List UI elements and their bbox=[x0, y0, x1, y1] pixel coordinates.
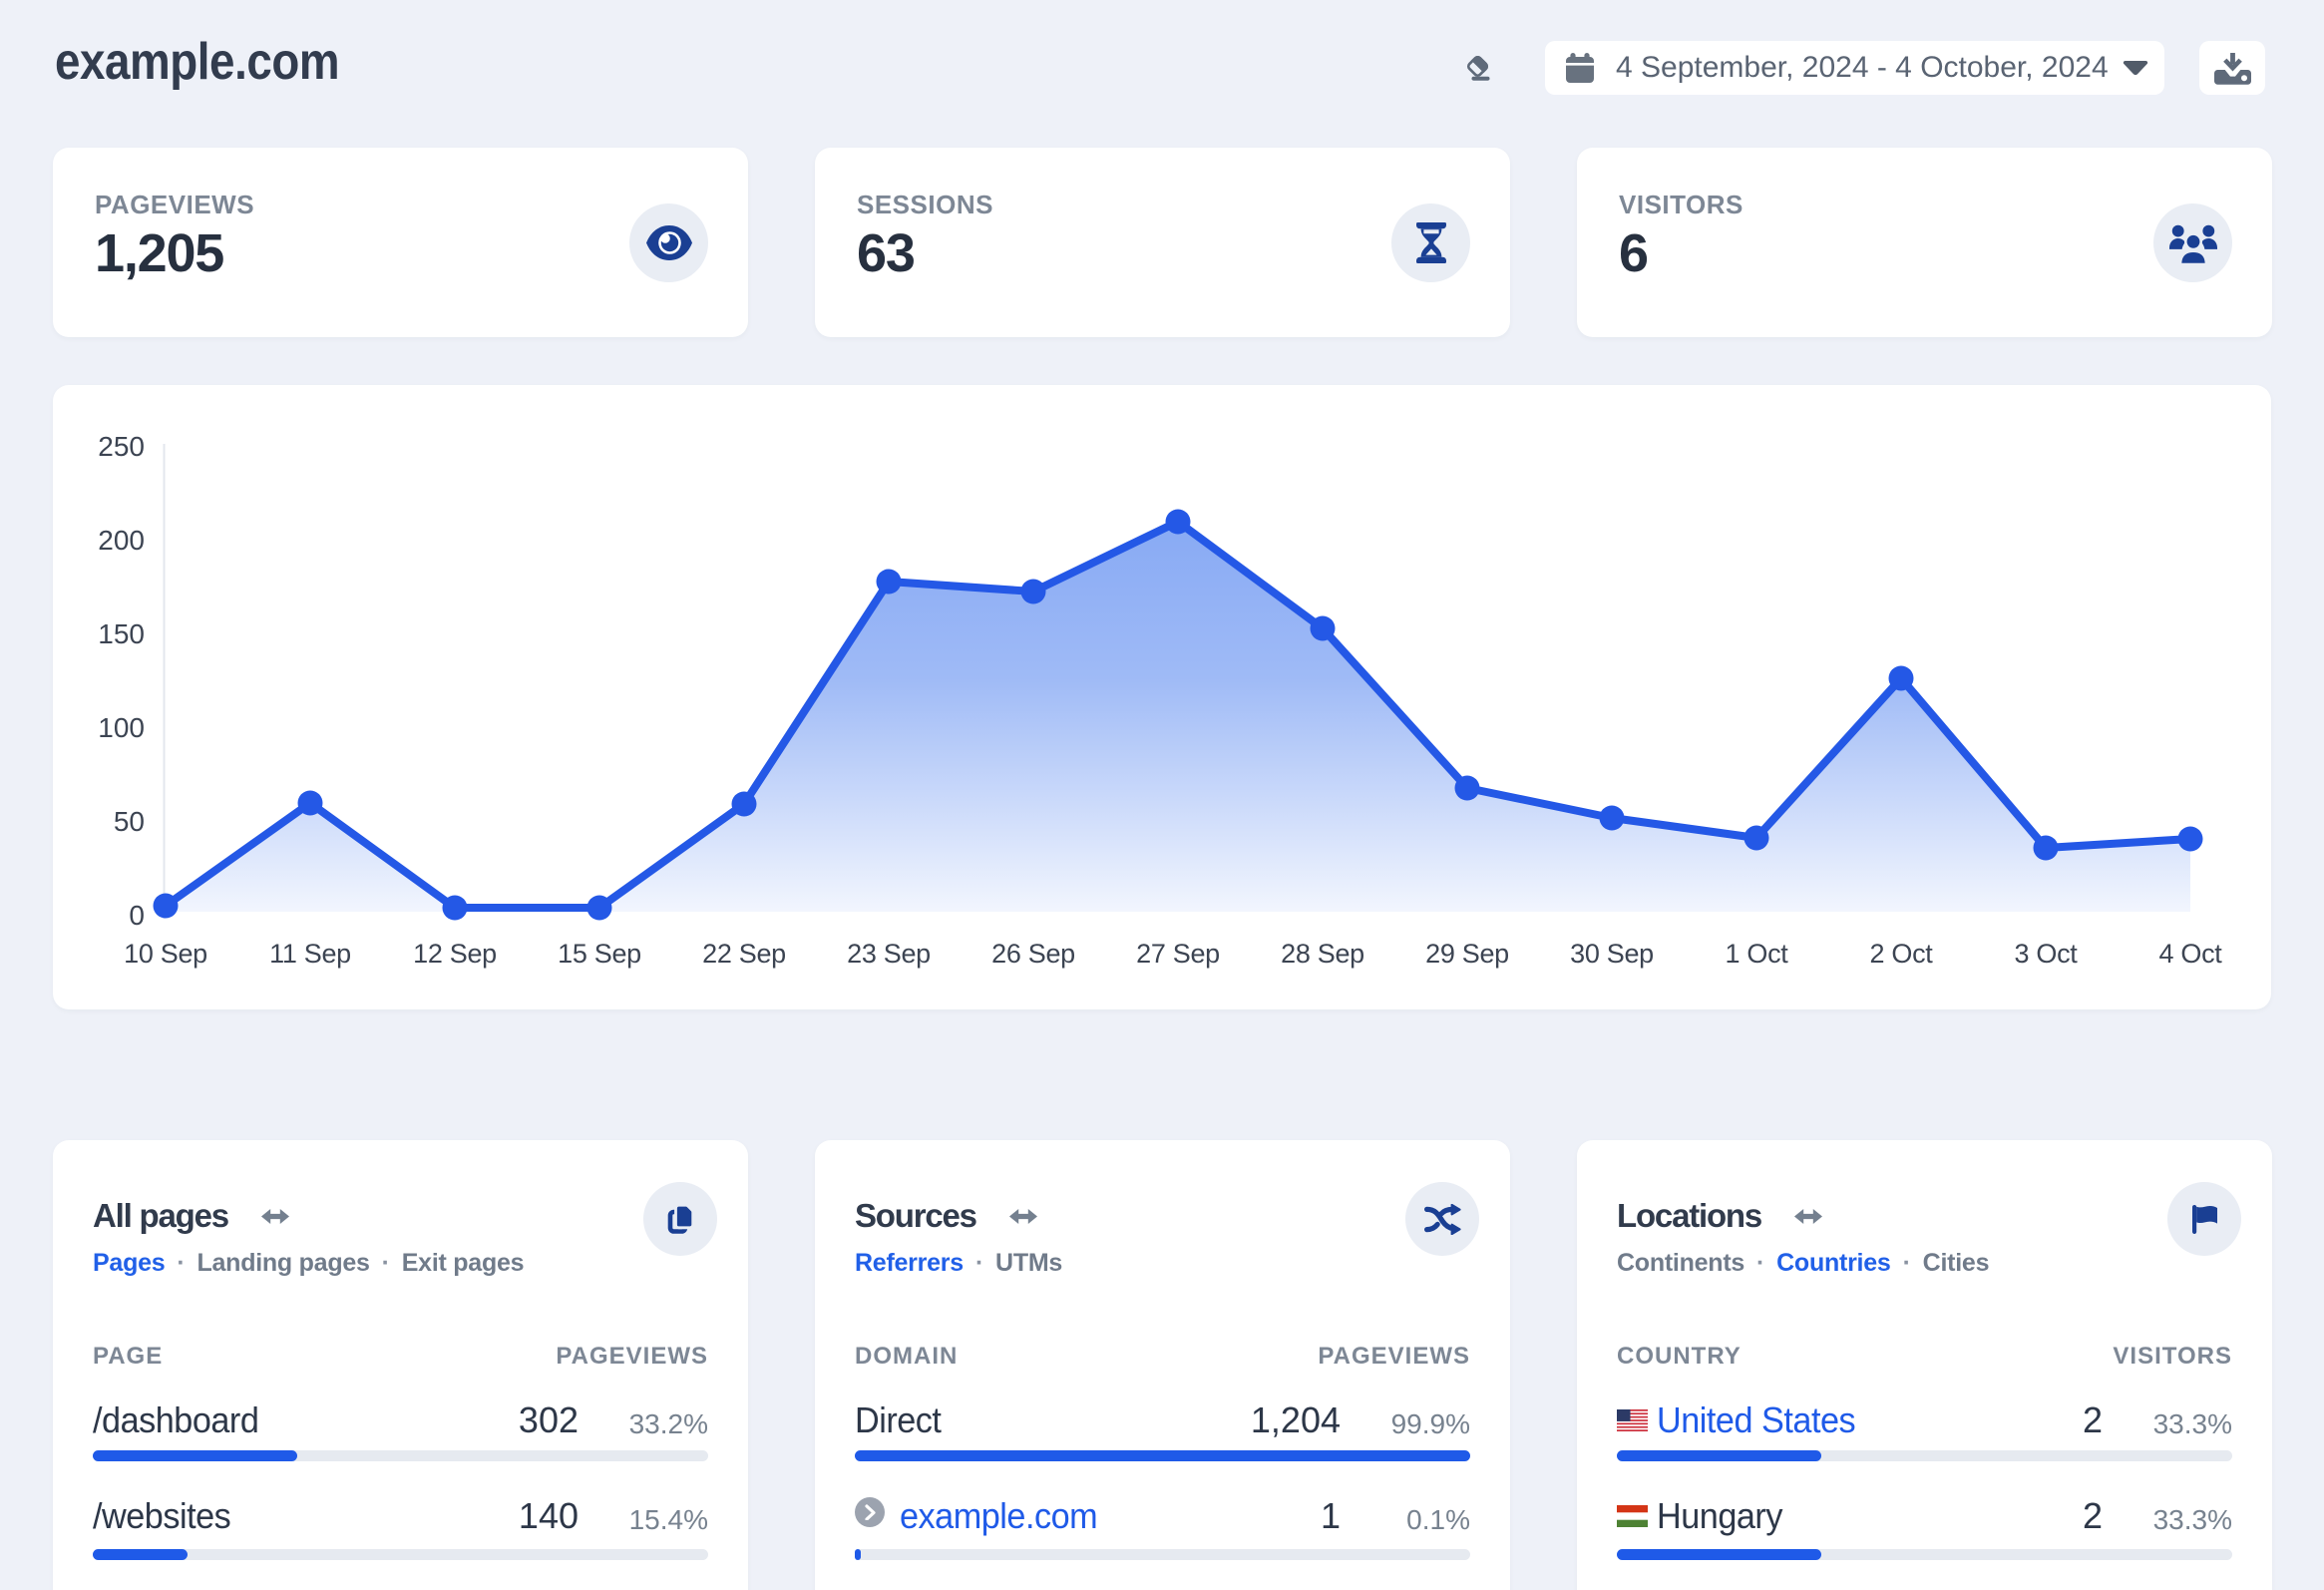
svg-text:23 Sep: 23 Sep bbox=[847, 939, 931, 969]
svg-text:29 Sep: 29 Sep bbox=[1425, 939, 1509, 969]
svg-text:12 Sep: 12 Sep bbox=[413, 939, 497, 969]
svg-text:2 Oct: 2 Oct bbox=[1869, 939, 1933, 969]
svg-text:50: 50 bbox=[114, 806, 145, 837]
svg-text:28 Sep: 28 Sep bbox=[1281, 939, 1364, 969]
svg-text:3 Oct: 3 Oct bbox=[2014, 939, 2078, 969]
svg-text:1 Oct: 1 Oct bbox=[1725, 939, 1788, 969]
svg-text:200: 200 bbox=[98, 525, 145, 556]
svg-text:11 Sep: 11 Sep bbox=[269, 939, 351, 969]
svg-text:150: 150 bbox=[98, 618, 145, 649]
svg-text:0: 0 bbox=[129, 900, 145, 931]
svg-text:26 Sep: 26 Sep bbox=[991, 939, 1075, 969]
svg-text:10 Sep: 10 Sep bbox=[124, 939, 207, 969]
svg-text:4 Oct: 4 Oct bbox=[2158, 939, 2222, 969]
svg-text:250: 250 bbox=[98, 431, 145, 462]
svg-text:22 Sep: 22 Sep bbox=[702, 939, 786, 969]
svg-text:27 Sep: 27 Sep bbox=[1136, 939, 1220, 969]
svg-text:15 Sep: 15 Sep bbox=[558, 939, 641, 969]
svg-text:100: 100 bbox=[98, 712, 145, 743]
svg-text:30 Sep: 30 Sep bbox=[1570, 939, 1654, 969]
